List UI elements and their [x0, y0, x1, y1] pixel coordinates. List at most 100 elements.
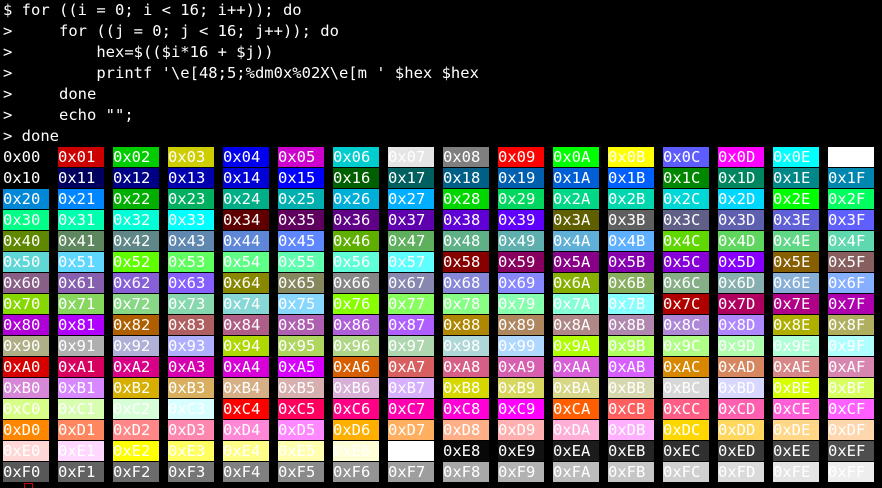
color-swatch: 0xB4 [223, 378, 269, 398]
color-swatch: 0x12 [113, 168, 159, 188]
color-swatch: 0x07 [388, 147, 434, 167]
color-swatch: 0x31 [58, 210, 104, 230]
color-swatch: 0xE2 [113, 441, 159, 461]
color-swatch: 0xCD [718, 399, 764, 419]
color-swatch: 0x1D [718, 168, 764, 188]
color-swatch: 0x24 [223, 189, 269, 209]
color-swatch: 0x8B [608, 315, 654, 335]
color-swatch: 0x7F [828, 294, 874, 314]
color-swatch: 0xA6 [333, 357, 379, 377]
color-swatch: 0xC4 [223, 399, 269, 419]
grid-row: 0x80 0x81 0x82 0x83 0x84 0x85 0x86 0x87 0x88 0x89… [3, 315, 882, 336]
color-swatch: 0x4F [828, 231, 874, 251]
color-swatch: 0x3F [828, 210, 874, 230]
color-swatch: 0x67 [388, 273, 434, 293]
color-swatch: 0x8E [773, 315, 819, 335]
color-swatch: 0x50 [3, 252, 49, 272]
grid-row: 0xD0 0xD1 0xD2 0xD3 0xD4 0xD5 0xD6 0xD7 0xD8 0xD9… [3, 420, 882, 441]
color-swatch: 0xF4 [223, 462, 269, 482]
color-swatch: 0xCF [828, 399, 874, 419]
color-swatch: 0x95 [278, 336, 324, 356]
color-swatch: 0xB6 [333, 378, 379, 398]
color-swatch: 0xBC [663, 378, 709, 398]
color-swatch: 0x65 [278, 273, 324, 293]
color-swatch: 0x99 [498, 336, 544, 356]
color-swatch: 0x44 [223, 231, 269, 251]
color-swatch: 0x53 [168, 252, 214, 272]
color-swatch: 0x79 [498, 294, 544, 314]
color-swatch: 0xA0 [3, 357, 49, 377]
color-swatch: 0x6B [608, 273, 654, 293]
color-swatch: 0xF1 [58, 462, 104, 482]
color-swatch: 0xFB [608, 462, 654, 482]
script-line: > echo ""; [3, 106, 134, 124]
color-swatch: 0x6F [828, 273, 874, 293]
color-swatch: 0x88 [443, 315, 489, 335]
color-swatch: 0x56 [333, 252, 379, 272]
color-swatch: 0x32 [113, 210, 159, 230]
color-swatch: 0x84 [223, 315, 269, 335]
color-swatch: 0x3B [608, 210, 654, 230]
color-swatch: 0x77 [388, 294, 434, 314]
color-swatch: 0xA3 [168, 357, 214, 377]
color-swatch: 0x4C [663, 231, 709, 251]
color-swatch: 0x43 [168, 231, 214, 251]
color-swatch: 0x00 [3, 148, 41, 166]
color-swatch: 0x1E [773, 168, 819, 188]
script-line: > printf '\e[48;5;%dm0x%02X\e[m ' $hex $… [3, 64, 479, 82]
color-swatch: 0x13 [168, 168, 214, 188]
color-swatch: 0x9D [718, 336, 764, 356]
color-swatch: 0x5A [553, 252, 599, 272]
color-swatch: 0x41 [58, 231, 104, 251]
color-swatch: 0xA8 [443, 357, 489, 377]
color-swatch: 0x30 [3, 210, 49, 230]
script-line: > hex=$(($i*16 + $j)) [3, 43, 274, 61]
color-swatch: 0x59 [498, 252, 544, 272]
color-swatch: 0x02 [113, 147, 159, 167]
color-swatch: 0x0D [718, 147, 764, 167]
color-swatch: 0xAF [828, 357, 874, 377]
color-swatch: 0x54 [223, 252, 269, 272]
color-swatch: 0x1F [828, 168, 874, 188]
color-swatch: 0x86 [333, 315, 379, 335]
color-swatch: 0x42 [113, 231, 159, 251]
color-swatch: 0x38 [443, 210, 489, 230]
color-swatch: 0xE6 [333, 441, 379, 461]
color-swatch: 0xA4 [223, 357, 269, 377]
color-swatch: 0xC0 [3, 399, 49, 419]
color-swatch: 0x16 [333, 168, 379, 188]
color-swatch: 0xC1 [58, 399, 104, 419]
color-swatch: 0xAE [773, 357, 819, 377]
color-swatch: 0x76 [333, 294, 379, 314]
color-swatch: 0xEE [773, 441, 819, 461]
color-swatch: 0xED [718, 441, 764, 461]
color-swatch: 0xD2 [113, 420, 159, 440]
color-swatch: 0xB7 [388, 378, 434, 398]
color-swatch: 0x08 [443, 147, 489, 167]
cursor-icon [24, 483, 33, 488]
color-swatch: 0xD5 [278, 420, 324, 440]
grid-row: 0x40 0x41 0x42 0x43 0x44 0x45 0x46 0x47 0x48 0x49… [3, 231, 882, 252]
color-swatch: 0x0E [773, 147, 819, 167]
color-swatch: 0xFC [663, 462, 709, 482]
color-swatch: 0x8D [718, 315, 764, 335]
color-swatch: 0x25 [278, 189, 324, 209]
color-swatch: 0x73 [168, 294, 214, 314]
color-swatch: 0xE3 [168, 441, 214, 461]
color-swatch: 0x80 [3, 315, 49, 335]
color-swatch: 0xF2 [113, 462, 159, 482]
color-swatch: 0xE9 [498, 441, 544, 461]
color-swatch: 0x3D [718, 210, 764, 230]
color-swatch: 0x5E [773, 252, 819, 272]
color-swatch: 0xF6 [333, 462, 379, 482]
color-swatch: 0x68 [443, 273, 489, 293]
color-swatch: 0xE0 [3, 441, 49, 461]
color-swatch: 0x60 [3, 273, 49, 293]
color-swatch: 0x93 [168, 336, 214, 356]
color-swatch: 0x36 [333, 210, 379, 230]
color-swatch: 0x0A [553, 147, 599, 167]
color-swatch: 0x4E [773, 231, 819, 251]
color-swatch: 0x94 [223, 336, 269, 356]
color-swatch: 0xF9 [498, 462, 544, 482]
